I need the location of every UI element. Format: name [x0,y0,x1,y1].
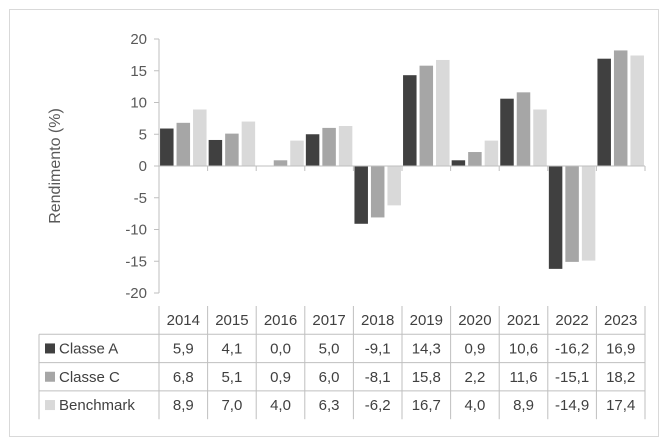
chart-frame [9,9,659,437]
data-label: 7,0 [221,397,242,414]
bar [354,166,368,224]
bar [581,166,596,261]
data-label: 14,3 [412,340,441,357]
bar [160,128,174,166]
data-label: 5,9 [173,340,194,357]
bar [548,166,563,269]
bar [290,140,304,166]
data-label: -15,1 [555,369,589,386]
bar [176,122,191,166]
data-label: 8,9 [173,397,194,414]
bar [241,121,256,166]
bar [322,127,336,166]
y-tick-label: 5 [139,126,147,143]
x-tick-label: 2019 [410,312,443,329]
legend-label: Classe A [59,340,118,357]
x-tick-label: 2014 [167,312,200,329]
data-label: 15,8 [412,369,441,386]
data-label: -8,1 [365,369,391,386]
x-tick-label: 2023 [604,312,637,329]
data-label: 0,0 [270,340,291,357]
y-tick-label: -15 [125,253,147,270]
bar [500,98,514,166]
bar [419,65,434,166]
x-tick-label: 2015 [215,312,248,329]
data-label: 4,0 [464,397,485,414]
data-label: -9,1 [365,340,391,357]
y-tick-label: -5 [134,190,147,207]
data-label: 4,1 [221,340,242,357]
data-label: 0,9 [464,340,485,357]
legend-label: Benchmark [59,397,135,414]
bar [533,109,547,166]
legend-key [45,400,55,411]
data-label: 16,7 [412,397,441,414]
data-label: 17,4 [606,397,635,414]
bar [597,58,611,166]
x-tick-label: 2022 [555,312,588,329]
legend-key [45,343,55,354]
bar [208,139,223,166]
y-tick-label: -20 [125,285,147,302]
bar [436,59,450,166]
data-label: -14,9 [555,397,589,414]
bar [193,109,207,166]
y-tick-label: 10 [130,95,147,112]
data-label: 5,0 [319,340,340,357]
y-tick-label: -10 [125,222,147,239]
data-label: 2,2 [464,369,485,386]
bar [403,75,417,166]
data-label: 6,0 [319,369,340,386]
data-label: -6,2 [365,397,391,414]
y-axis-label: Rendimento (%) [47,108,64,224]
bar [516,92,531,166]
y-tick-label: 0 [139,158,147,175]
bar [565,166,579,262]
bar [225,133,239,166]
data-label: 18,2 [606,369,635,386]
data-label: 11,6 [509,369,537,386]
legend-key [45,371,55,382]
data-label: 5,1 [221,369,242,386]
data-label: -16,2 [555,340,589,357]
x-tick-label: 2017 [312,312,345,329]
bar [387,166,401,206]
y-tick-label: 15 [130,63,147,80]
data-label: 6,8 [173,369,194,386]
data-label: 10,6 [509,340,538,357]
x-tick-label: 2016 [264,312,297,329]
bar [273,160,288,166]
bar [305,134,320,166]
bar [484,140,499,166]
bar [451,160,466,166]
data-label: 16,9 [606,340,635,357]
x-tick-label: 2018 [361,312,394,329]
y-tick-label: 20 [130,31,147,48]
data-label: 0,9 [270,369,291,386]
bar [630,55,644,167]
data-label: 8,9 [513,397,534,414]
legend-label: Classe C [59,369,120,386]
data-label: 6,3 [319,397,340,414]
bar [338,125,353,166]
data-label: 4,0 [270,397,291,414]
x-tick-label: 2020 [458,312,491,329]
bar [613,50,628,166]
bar [468,152,482,166]
x-tick-label: 2021 [507,312,540,329]
bar [370,166,385,218]
